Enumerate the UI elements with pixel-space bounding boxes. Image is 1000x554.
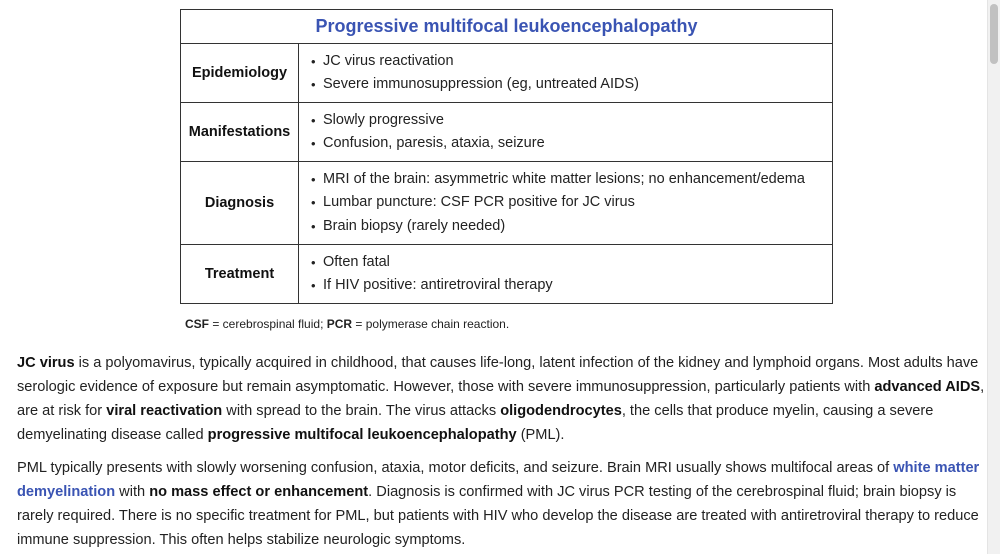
table-row: Diagnosis MRI of the brain: asymmetric wh… bbox=[180, 161, 833, 245]
explanation-paragraph-1: JC virus is a polyomavirus, typically ac… bbox=[17, 351, 985, 447]
bullet-item: Confusion, paresis, ataxia, seizure bbox=[309, 132, 826, 156]
bold-term: JC virus bbox=[17, 355, 75, 371]
text-run: , are at risk for bbox=[17, 379, 985, 419]
caption-def-csf: = cerebrospinal fluid; bbox=[209, 317, 327, 331]
summary-table: Progressive multifocal leukoencephalopat… bbox=[180, 9, 833, 304]
bullet-list: MRI of the brain: asymmetric white matte… bbox=[309, 168, 826, 239]
row-content: Often fatalIf HIV positive: antiretrovir… bbox=[298, 244, 833, 304]
explanation-paragraph-2: PML typically presents with slowly worse… bbox=[17, 456, 985, 552]
row-label: Epidemiology bbox=[180, 43, 299, 103]
bullet-item: Often fatal bbox=[309, 251, 826, 275]
caption-abbr-csf: CSF bbox=[185, 317, 209, 331]
bullet-item: MRI of the brain: asymmetric white matte… bbox=[309, 168, 826, 192]
bold-term: progressive multifocal leukoencephalopat… bbox=[207, 427, 517, 443]
table-row: EpidemiologyJC virus reactivationSevere … bbox=[180, 43, 833, 103]
bold-term: viral reactivation bbox=[106, 403, 223, 419]
table-body: EpidemiologyJC virus reactivationSevere … bbox=[180, 43, 833, 304]
row-content: MRI of the brain: asymmetric white matte… bbox=[298, 161, 833, 245]
text-run: , the cells that produce myelin, causing… bbox=[17, 403, 934, 443]
inline-link[interactable]: white matter demyelination bbox=[17, 460, 980, 500]
table-row: TreatmentOften fatalIf HIV positive: ant… bbox=[180, 244, 833, 304]
table-title: Progressive multifocal leukoencephalopat… bbox=[180, 9, 833, 44]
bullet-item: Severe immunosuppression (eg, untreated … bbox=[309, 73, 826, 97]
bullet-item: Brain biopsy (rarely needed) bbox=[309, 215, 826, 239]
bold-term: advanced AIDS bbox=[874, 379, 981, 395]
row-content: Slowly progressiveConfusion, paresis, at… bbox=[298, 102, 833, 162]
row-label: Diagnosis bbox=[180, 161, 299, 245]
bullet-item: If HIV positive: antiretroviral therapy bbox=[309, 274, 826, 298]
text-run: PML typically presents with slowly worse… bbox=[17, 460, 894, 476]
text-run: with bbox=[115, 484, 150, 500]
row-label: Manifestations bbox=[180, 102, 299, 162]
bullet-item: JC virus reactivation bbox=[309, 50, 826, 74]
text-run: with spread to the brain. The virus atta… bbox=[222, 403, 501, 419]
caption-abbr-pcr: PCR bbox=[326, 317, 353, 331]
bold-term: no mass effect or enhancement bbox=[149, 484, 369, 500]
bullet-item: Slowly progressive bbox=[309, 109, 826, 133]
vertical-scrollbar[interactable] bbox=[987, 0, 1000, 554]
row-label: Treatment bbox=[180, 244, 299, 304]
table-row: ManifestationsSlowly progressiveConfusio… bbox=[180, 102, 833, 162]
text-run: (PML). bbox=[516, 427, 565, 443]
bullet-list: JC virus reactivationSevere immunosuppre… bbox=[309, 50, 826, 97]
bullet-item: Lumbar puncture: CSF PCR positive for JC… bbox=[309, 191, 826, 215]
text-run: . Diagnosis is confirmed with JC virus P… bbox=[17, 484, 979, 548]
caption-def-pcr: = polymerase chain reaction. bbox=[352, 317, 510, 331]
bullet-list: Slowly progressiveConfusion, paresis, at… bbox=[309, 109, 826, 156]
table-caption: CSF = cerebrospinal fluid; PCR = polymer… bbox=[185, 317, 509, 331]
text-run: is a polyomavirus, typically acquired in… bbox=[17, 355, 979, 395]
scrollbar-thumb[interactable] bbox=[990, 4, 998, 64]
bold-term: oligodendrocytes bbox=[500, 403, 622, 419]
bullet-list: Often fatalIf HIV positive: antiretrovir… bbox=[309, 251, 826, 298]
row-content: JC virus reactivationSevere immunosuppre… bbox=[298, 43, 833, 103]
